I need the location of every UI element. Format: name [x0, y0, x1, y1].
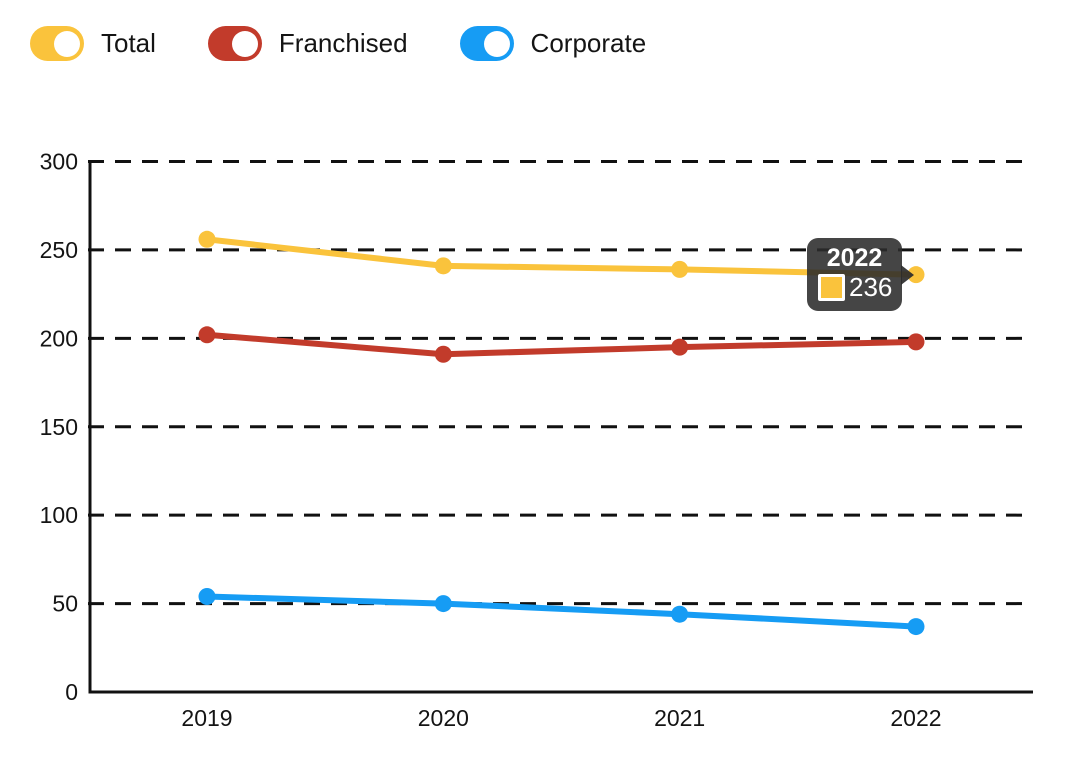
series-line-corporate: [204, 593, 919, 630]
legend-label-franchised: Franchised: [278, 28, 408, 58]
x-tick-label-2019: 2019: [181, 705, 232, 731]
data-point-total-2021[interactable]: [671, 260, 689, 278]
data-point-franchised-2021[interactable]: [671, 338, 689, 356]
series-line-franchised: [204, 331, 919, 358]
legend-label-corporate: Corporate: [530, 28, 647, 58]
data-point-total-2019[interactable]: [198, 230, 216, 248]
tooltip-title: 2022: [826, 244, 883, 272]
toggle-knob: [54, 30, 80, 57]
y-tick-label-150: 150: [40, 414, 78, 440]
toggle-swatch-corporate: [459, 26, 514, 61]
legend-item-franchised[interactable]: Franchised: [207, 26, 408, 61]
toggle-swatch-total: [30, 26, 84, 61]
data-point-franchised-2019[interactable]: [198, 326, 216, 344]
toggle-knob: [231, 30, 258, 57]
data-point-corporate-2022[interactable]: [907, 618, 925, 636]
data-point-franchised-2022[interactable]: [907, 333, 925, 351]
x-tick-label-2020: 2020: [418, 705, 469, 731]
y-tick-label-250: 250: [40, 237, 78, 263]
tooltip-row: 236: [807, 274, 902, 301]
legend-item-total[interactable]: Total: [30, 26, 156, 61]
toggle-knob: [483, 30, 510, 57]
axes: [88, 161, 1033, 694]
y-tick-label-50: 50: [52, 591, 78, 617]
series-line-total: [204, 236, 919, 278]
tooltip: 2022 236: [807, 238, 914, 311]
tooltip-series-swatch: [818, 274, 845, 301]
data-point-corporate-2020[interactable]: [434, 595, 452, 613]
y-tick-label-200: 200: [40, 325, 78, 351]
x-tick-label-2022: 2022: [890, 705, 941, 731]
legend-label-total: Total: [101, 28, 156, 58]
legend-item-corporate[interactable]: Corporate: [459, 26, 647, 61]
tooltip-arrow: [901, 264, 914, 285]
toggle-swatch-franchised: [207, 26, 262, 61]
tooltip-value: 236: [849, 272, 893, 302]
data-point-corporate-2019[interactable]: [198, 588, 216, 606]
legend: Total Franchised Corporate: [30, 26, 646, 61]
y-tick-label-100: 100: [40, 502, 78, 528]
x-tick-label-2021: 2021: [654, 705, 705, 731]
data-point-franchised-2020[interactable]: [434, 345, 452, 363]
data-point-corporate-2021[interactable]: [671, 605, 689, 623]
y-tick-label-0: 0: [65, 679, 78, 705]
y-tick-label-300: 300: [40, 149, 78, 175]
data-point-total-2020[interactable]: [434, 257, 452, 275]
